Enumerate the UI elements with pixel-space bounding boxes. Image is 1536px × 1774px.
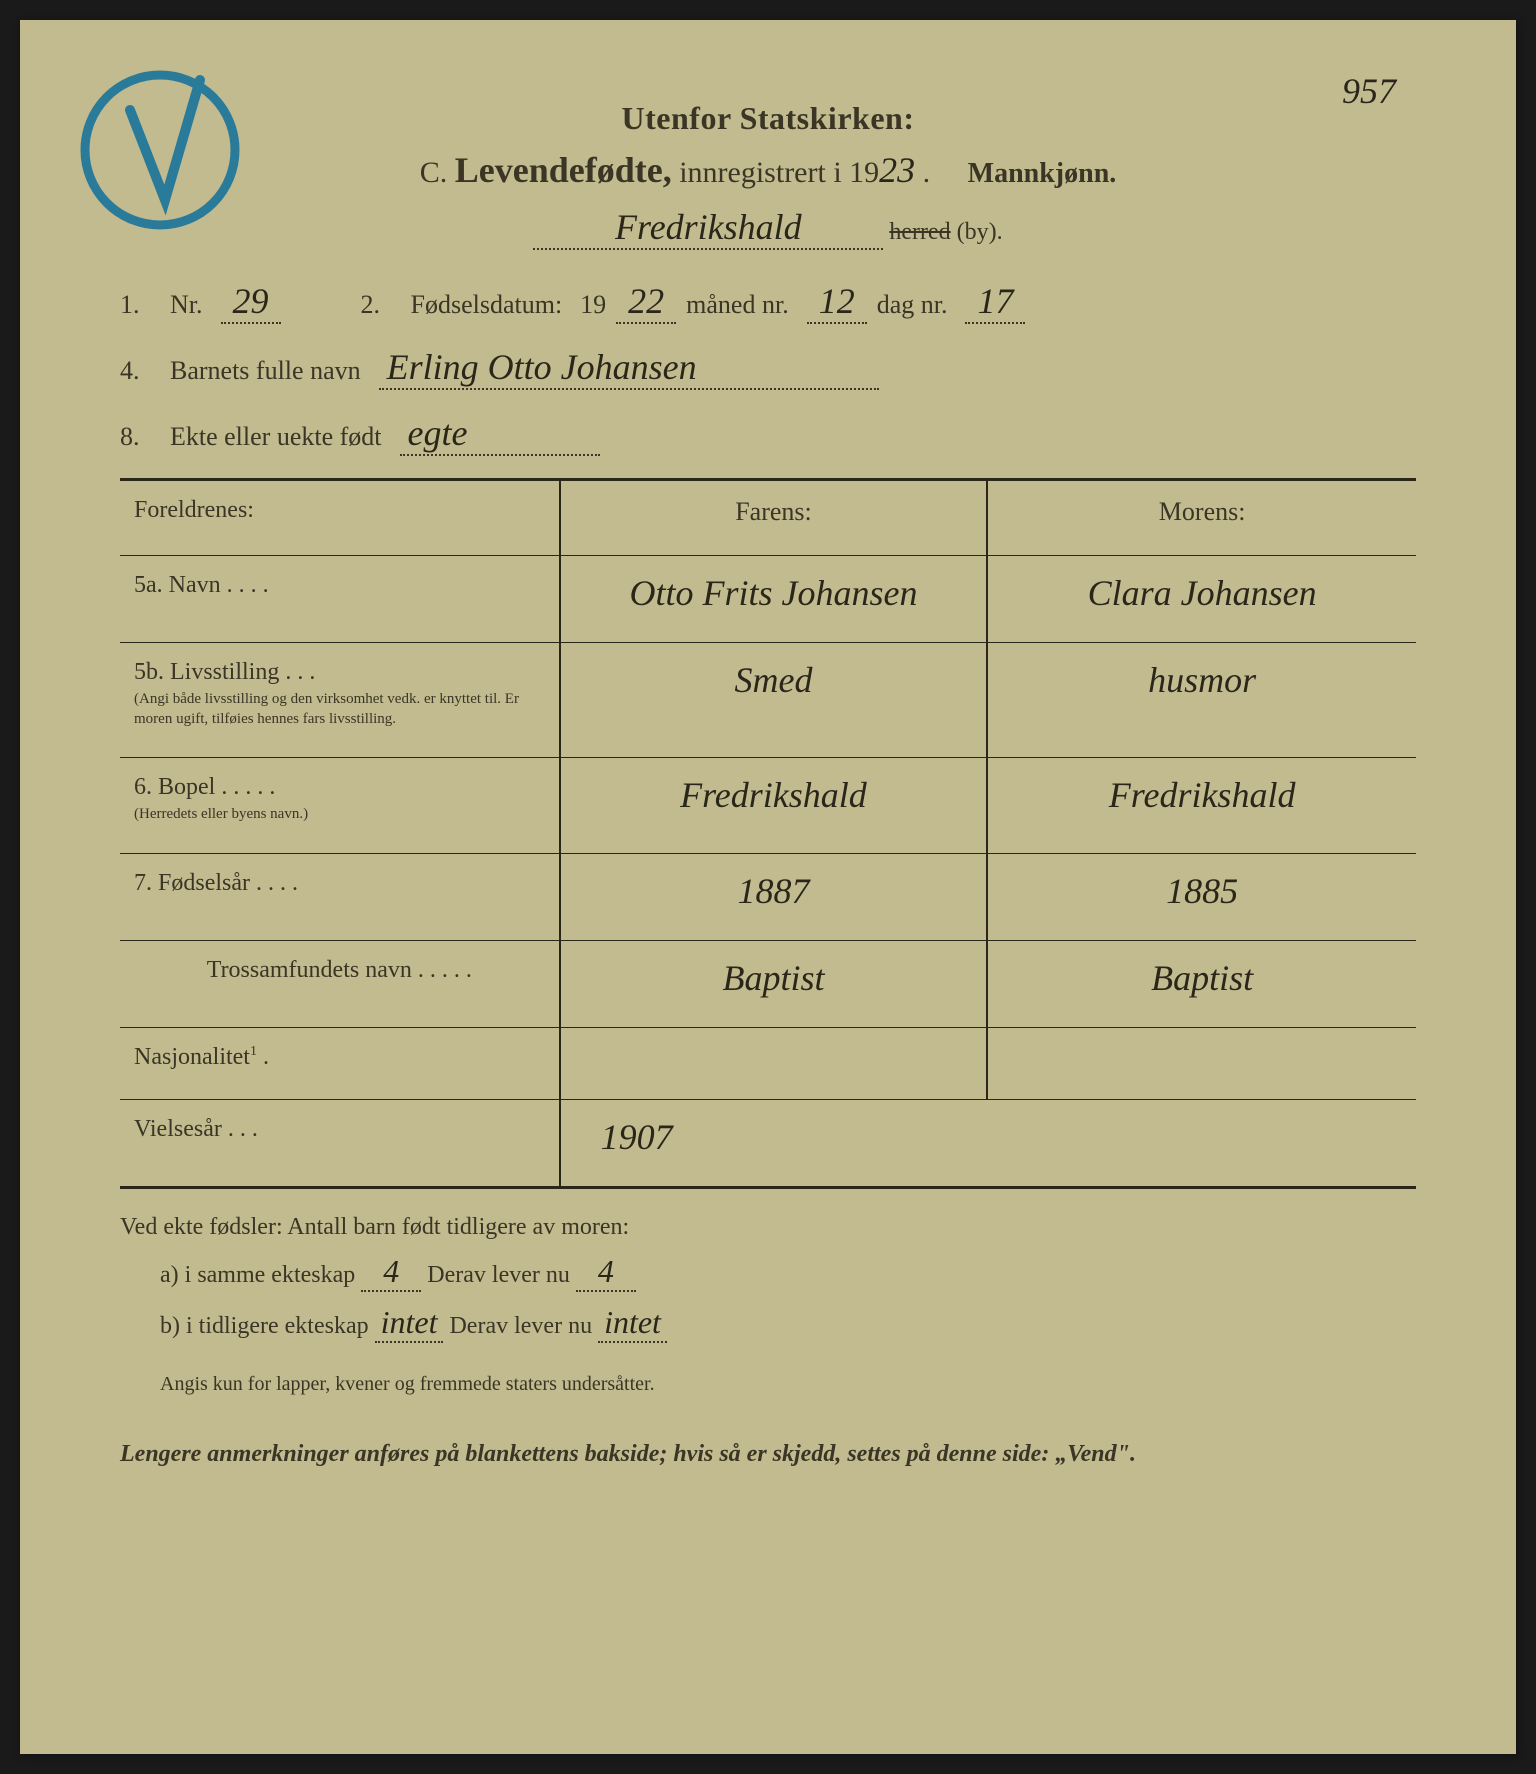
- occ-small-text: (Angi både livsstilling og den virksomhe…: [134, 690, 545, 729]
- marr-label: Vielsesår: [134, 1116, 222, 1142]
- mother-name: Clara Johansen: [988, 556, 1416, 642]
- col-parents-header: Foreldrenes:: [120, 481, 561, 555]
- nat-label-cell: Nasjonalitet1 .: [120, 1028, 561, 1099]
- field-4-label: Barnets fulle navn: [170, 356, 361, 386]
- location-value: Fredrikshald: [615, 207, 802, 247]
- row-child-name: 4. Barnets fulle navn Erling Otto Johans…: [120, 346, 1416, 390]
- herred-label: herred: [889, 219, 950, 245]
- checkmark-annotation: [70, 60, 250, 240]
- row-marriage-year: Vielsesår . . . 1907: [120, 1100, 1416, 1186]
- res-label-cell: 6. Bopel . . . . . (Herredets eller byen…: [120, 758, 561, 853]
- father-occupation: Smed: [561, 643, 989, 757]
- b-value: intet: [375, 1304, 444, 1343]
- a-value: 4: [361, 1253, 421, 1292]
- row-residence: 6. Bopel . . . . . (Herredets eller byen…: [120, 758, 1416, 854]
- marr-label-cell: Vielsesår . . .: [120, 1100, 561, 1186]
- birth-record-card: 957 Utenfor Statskirken: C. Levendefødte…: [20, 20, 1516, 1754]
- a-surv-value: 4: [576, 1253, 636, 1292]
- mother-religion: Baptist: [988, 941, 1416, 1027]
- res-label: Bopel: [158, 774, 215, 800]
- col-mother-header: Morens:: [988, 481, 1416, 555]
- mother-residence: Fredrikshald: [988, 758, 1416, 853]
- rel-label-cell: Trossamfundets navn . . . . .: [120, 941, 561, 1027]
- header-prefix: C.: [420, 156, 448, 189]
- col-father-header: Farens:: [561, 481, 989, 555]
- name-num: 5a.: [134, 572, 163, 598]
- father-name: Otto Frits Johansen: [561, 556, 989, 642]
- header-title-2: C. Levendefødte, innregistrert i 1923 . …: [120, 149, 1416, 191]
- a-surv-label: Derav lever nu: [427, 1262, 570, 1288]
- child-name-value: Erling Otto Johansen: [379, 346, 879, 390]
- b-surv-label: Derav lever nu: [449, 1313, 592, 1339]
- same-marriage-row: a) i samme ekteskap 4 Derav lever nu 4: [160, 1253, 1416, 1292]
- page-number: 957: [1342, 70, 1396, 112]
- mother-occupation: husmor: [988, 643, 1416, 757]
- header-registered-label: innregistrert i 19: [679, 156, 879, 189]
- final-instruction: Lengere anmerkninger anføres på blankett…: [120, 1436, 1416, 1472]
- field-8-label: Ekte eller uekte født: [170, 422, 382, 452]
- father-nationality: [561, 1028, 989, 1099]
- field-1-num: 1.: [120, 290, 160, 320]
- by-label: Fødselsår: [158, 870, 250, 896]
- year-prefix: 19: [580, 290, 606, 320]
- row-name: 5a. Navn . . . . Otto Frits Johansen Cla…: [120, 556, 1416, 643]
- field-2-num: 2.: [361, 290, 401, 320]
- row-number-birthdate: 1. Nr. 29 2. Fødselsdatum: 19 22 måned nr…: [120, 280, 1416, 324]
- marriage-year-value: 1907: [561, 1100, 989, 1186]
- rel-label: Trossamfundets navn: [207, 957, 412, 983]
- by-label: (by).: [957, 219, 1003, 245]
- marriage-year-empty: [988, 1100, 1416, 1186]
- mother-nationality: [988, 1028, 1416, 1099]
- row-legitimacy: 8. Ekte eller uekte født egte: [120, 412, 1416, 456]
- children-count-section: Ved ekte fødsler: Antall barn født tidli…: [120, 1214, 1416, 1472]
- day-label: dag nr.: [877, 290, 948, 320]
- header-gender: Mannkjønn.: [968, 158, 1117, 189]
- parents-table: Foreldrenes: Farens: Morens: 5a. Navn . …: [120, 478, 1416, 1189]
- month-value: 12: [807, 280, 867, 324]
- occ-num: 5b.: [134, 659, 164, 685]
- day-value: 17: [965, 280, 1025, 324]
- by-num: 7.: [134, 870, 152, 896]
- a-label: a) i samme ekteskap: [160, 1262, 355, 1288]
- document-header: Utenfor Statskirken: C. Levendefødte, in…: [120, 100, 1416, 250]
- nat-label: Nasjonalitet: [134, 1044, 250, 1070]
- row-occupation: 5b. Livsstilling . . . (Angi både livsst…: [120, 643, 1416, 758]
- field-4-num: 4.: [120, 356, 160, 386]
- field-2-label: Fødselsdatum:: [411, 290, 563, 320]
- field-1-value: 29: [221, 280, 281, 324]
- name-label: Navn: [169, 572, 221, 598]
- occ-label-cell: 5b. Livsstilling . . . (Angi både livsst…: [120, 643, 561, 757]
- b-surv-value: intet: [598, 1304, 667, 1343]
- field-1-label: Nr.: [170, 290, 203, 320]
- row-religion: Trossamfundets navn . . . . . Baptist Ba…: [120, 941, 1416, 1028]
- father-birthyear: 1887: [561, 854, 989, 940]
- field-8-num: 8.: [120, 422, 160, 452]
- header-main-title: Levendefødte,: [455, 150, 672, 190]
- location-line: Fredrikshald herred (by).: [120, 206, 1416, 250]
- nationality-footnote: Angis kun for lapper, kvener og fremmede…: [160, 1373, 1416, 1396]
- res-small-text: (Herredets eller byens navn.): [134, 805, 545, 825]
- row-nationality: Nasjonalitet1 .: [120, 1028, 1416, 1100]
- table-header-row: Foreldrenes: Farens: Morens:: [120, 481, 1416, 556]
- mother-birthyear: 1885: [988, 854, 1416, 940]
- occ-label: Livsstilling: [170, 659, 279, 685]
- by-label-cell: 7. Fødselsår . . . .: [120, 854, 561, 940]
- children-intro: Ved ekte fødsler: Antall barn født tidli…: [120, 1214, 1416, 1241]
- year-value: 22: [616, 280, 676, 324]
- res-num: 6.: [134, 774, 152, 800]
- b-label: b) i tidligere ekteskap: [160, 1313, 369, 1339]
- row-birthyear: 7. Fødselsår . . . . 1887 1885: [120, 854, 1416, 941]
- father-religion: Baptist: [561, 941, 989, 1027]
- month-label: måned nr.: [686, 290, 789, 320]
- header-title-1: Utenfor Statskirken:: [120, 100, 1416, 137]
- prev-marriage-row: b) i tidligere ekteskap intet Derav leve…: [160, 1304, 1416, 1343]
- legitimacy-value: egte: [400, 412, 600, 456]
- name-label-cell: 5a. Navn . . . .: [120, 556, 561, 642]
- father-residence: Fredrikshald: [561, 758, 989, 853]
- header-year: 23: [879, 150, 915, 190]
